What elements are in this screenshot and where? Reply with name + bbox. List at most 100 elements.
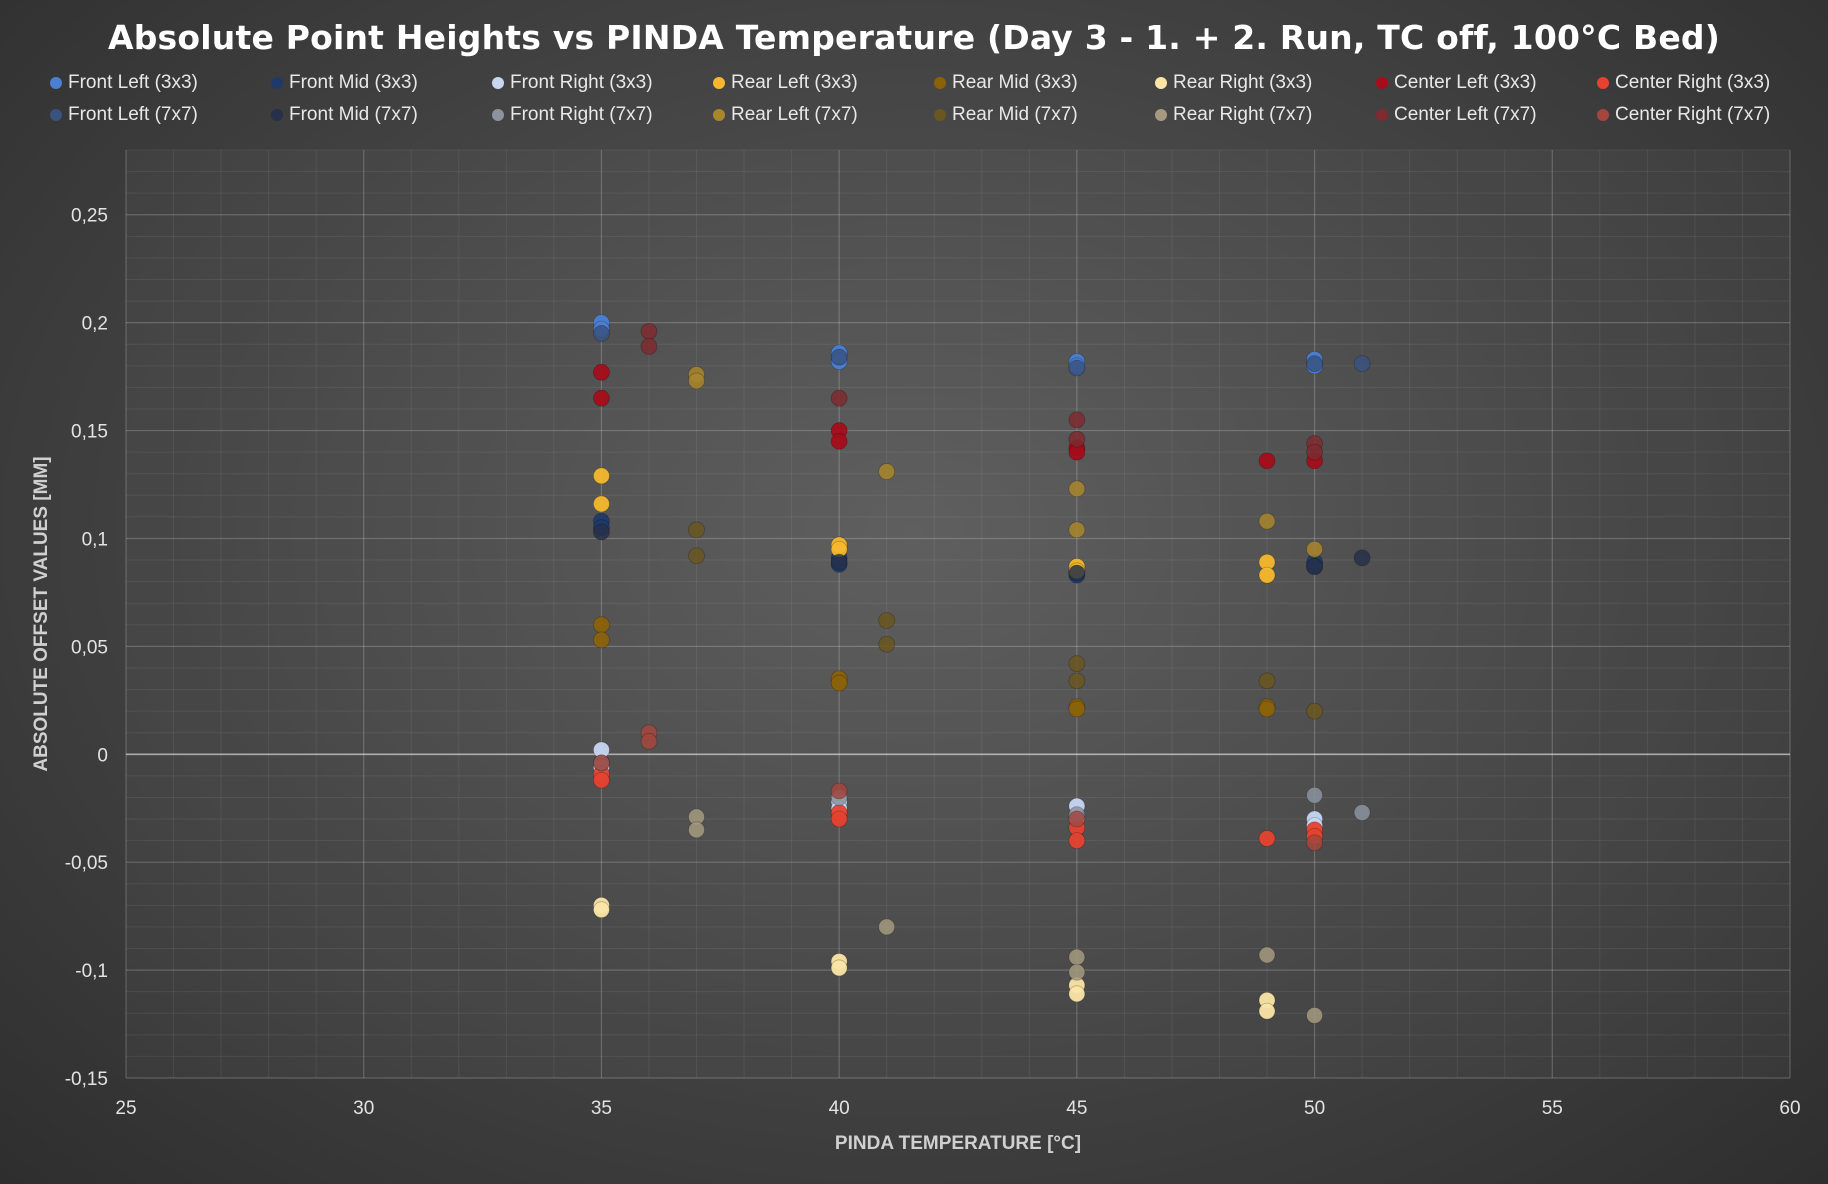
y-tick-label: -0,05 (65, 853, 108, 874)
data-point-rear-left-7x7 (878, 463, 896, 480)
legend-marker (492, 109, 504, 121)
legend-label: Center Right (7x7) (1615, 104, 1771, 125)
x-tick-label: 55 (1542, 1098, 1563, 1119)
legend-marker (713, 77, 725, 89)
legend-item-rear-left-3x3: Rear Left (3x3) (713, 72, 934, 94)
legend-marker (934, 109, 946, 121)
legend-item-front-right-3x3: Front Right (3x3) (492, 72, 713, 94)
data-point-rear-left-3x3 (1258, 566, 1276, 584)
data-point-center-right-7x7 (1068, 810, 1086, 828)
legend-marker (1597, 77, 1609, 89)
data-point-front-left-7x7 (1306, 355, 1323, 373)
legend-marker (1597, 109, 1609, 121)
data-point-rear-mid-3x3 (1068, 700, 1086, 718)
data-point-center-right-7x7 (640, 732, 658, 750)
data-point-front-mid-7x7 (1353, 549, 1371, 567)
x-tick-label: 25 (115, 1098, 136, 1119)
data-point-center-right-7x7 (593, 754, 610, 772)
legend-marker (1376, 77, 1388, 89)
chart-title: Absolute Point Heights vs PINDA Temperat… (107, 18, 1721, 57)
legend-marker (271, 109, 283, 121)
legend-item-rear-right-3x3: Rear Right (3x3) (1155, 72, 1376, 94)
data-point-center-left-7x7 (640, 337, 658, 355)
legend-label: Front Mid (7x7) (289, 104, 418, 125)
data-point-rear-mid-3x3 (1258, 700, 1276, 718)
data-point-rear-left-7x7 (1068, 480, 1086, 498)
data-point-front-left-7x7 (593, 325, 610, 342)
data-point-center-right-3x3 (830, 810, 848, 828)
x-tick-label: 30 (353, 1098, 374, 1119)
data-point-rear-right-7x7 (688, 821, 705, 839)
data-point-front-right-7x7 (1306, 786, 1323, 804)
data-point-rear-mid-7x7 (878, 635, 896, 653)
data-point-center-left-7x7 (1068, 411, 1086, 429)
legend: Front Left (3x3) Front Mid (3x3) Front Rig… (50, 72, 1810, 126)
legend-item-rear-left-7x7: Rear Left (7x7) (713, 104, 934, 126)
legend-item-center-left-3x3: Center Left (3x3) (1376, 72, 1597, 94)
data-point-rear-mid-7x7 (688, 547, 705, 565)
legend-item-center-left-7x7: Center Left (7x7) (1376, 104, 1597, 126)
legend-item-rear-mid-7x7: Rear Mid (7x7) (934, 104, 1155, 126)
data-point-rear-right-7x7 (1068, 963, 1086, 981)
legend-label: Front Mid (3x3) (289, 72, 418, 93)
legend-label: Rear Left (7x7) (731, 104, 858, 125)
y-tick-label: 0,25 (71, 206, 108, 227)
data-point-front-right-7x7 (1353, 804, 1371, 821)
x-tick-label: 60 (1779, 1098, 1800, 1119)
legend-marker (934, 77, 946, 89)
data-point-rear-left-7x7 (1068, 521, 1086, 539)
data-point-center-right-3x3 (1068, 832, 1086, 850)
legend-item-front-mid-7x7: Front Mid (7x7) (271, 104, 492, 126)
data-point-front-mid-7x7 (1068, 564, 1086, 582)
legend-item-rear-right-7x7: Rear Right (7x7) (1155, 104, 1376, 126)
data-point-rear-left-3x3 (593, 495, 610, 513)
data-point-front-left-7x7 (1068, 359, 1086, 377)
data-point-center-right-3x3 (593, 771, 610, 789)
data-point-center-left-7x7 (640, 322, 658, 340)
data-point-center-right-7x7 (1306, 834, 1323, 852)
legend-item-front-left-7x7: Front Left (7x7) (50, 104, 271, 126)
data-point-center-left-3x3 (1258, 452, 1276, 470)
legend-label: Center Left (3x3) (1394, 72, 1537, 93)
x-tick-label: 35 (591, 1098, 612, 1119)
data-point-rear-mid-7x7 (878, 612, 896, 629)
data-point-rear-left-3x3 (593, 467, 610, 485)
legend-marker (50, 77, 62, 89)
x-axis-title: PINDA TEMPERATURE [°C] (835, 1133, 1081, 1154)
data-point-rear-mid-3x3 (593, 616, 610, 634)
data-point-rear-right-3x3 (593, 901, 610, 919)
data-point-center-left-7x7 (1306, 443, 1323, 461)
legend-marker (50, 109, 62, 121)
legend-item-front-right-7x7: Front Right (7x7) (492, 104, 713, 126)
legend-marker (492, 77, 504, 89)
y-tick-label: 0,2 (82, 314, 108, 335)
data-point-rear-right-3x3 (830, 959, 848, 977)
data-point-rear-mid-7x7 (1306, 702, 1323, 720)
legend-label: Rear Mid (3x3) (952, 72, 1078, 93)
data-point-rear-right-3x3 (1068, 985, 1086, 1003)
legend-label: Rear Right (3x3) (1173, 72, 1313, 93)
legend-label: Front Left (7x7) (68, 104, 198, 125)
y-tick-label: 0,05 (71, 637, 108, 658)
legend-item-front-mid-3x3: Front Mid (3x3) (271, 72, 492, 94)
y-tick-label: -0,15 (65, 1069, 108, 1090)
data-point-rear-mid-3x3 (593, 631, 610, 649)
data-point-center-left-7x7 (830, 389, 848, 407)
x-tick-label: 50 (1304, 1098, 1325, 1119)
legend-marker (1155, 109, 1167, 121)
x-tick-label: 40 (829, 1098, 850, 1119)
data-point-rear-left-7x7 (1306, 540, 1323, 558)
y-tick-label: 0,1 (82, 529, 108, 550)
data-point-front-mid-7x7 (593, 523, 610, 541)
legend-marker (713, 109, 725, 121)
legend-marker (1155, 77, 1167, 89)
data-point-rear-right-7x7 (1258, 946, 1276, 964)
data-point-front-mid-7x7 (1306, 558, 1323, 575)
plot-background (126, 150, 1790, 1078)
legend-item-front-left-3x3: Front Left (3x3) (50, 72, 271, 94)
legend-label: Rear Mid (7x7) (952, 104, 1078, 125)
legend-marker (1376, 109, 1388, 121)
legend-label: Center Left (7x7) (1394, 104, 1537, 125)
